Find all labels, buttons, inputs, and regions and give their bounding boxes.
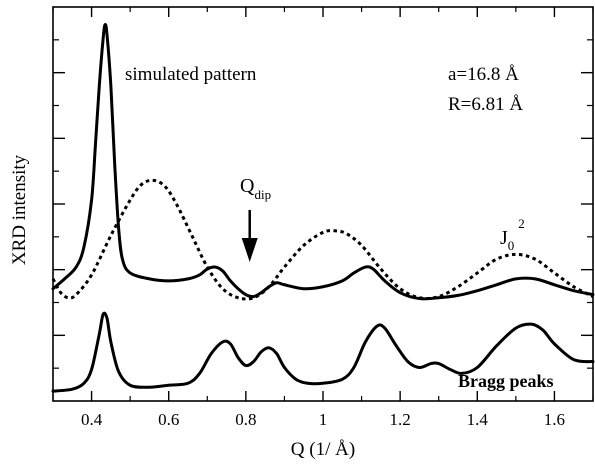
x-tick-label: 0.6 xyxy=(158,410,179,429)
simulated-pattern-label: simulated pattern xyxy=(125,64,257,85)
qdip-main: Q xyxy=(240,175,255,197)
qdip-subscript: dip xyxy=(254,187,271,202)
lattice-param-label: a=16.8 Å xyxy=(448,64,519,85)
radius-param-label: R=6.81 Å xyxy=(448,94,523,115)
x-tick-label: 1 xyxy=(319,410,328,429)
x-tick-labels: 0.4 0.6 0.8 1 1.2 1.4 1.6 xyxy=(81,410,565,429)
j-superscript: 2 xyxy=(518,216,525,231)
j-main: J xyxy=(500,227,508,249)
qdip-arrow-head xyxy=(241,238,258,262)
series-simulated-pattern xyxy=(51,23,595,301)
x-tick-label: 1.2 xyxy=(390,410,411,429)
bragg-peaks-label: Bragg peaks xyxy=(458,371,554,391)
x-tick-label: 0.4 xyxy=(81,410,103,429)
x-tick-label: 1.6 xyxy=(544,410,565,429)
x-tick-label: 1.4 xyxy=(467,410,489,429)
qdip-label: Qdip xyxy=(240,175,271,202)
y-axis-label: XRD intensity xyxy=(9,154,30,265)
x-axis-label: Q (1/ Å) xyxy=(291,439,355,460)
axis-ticks xyxy=(52,7,594,401)
j-subscript: 0 xyxy=(508,238,515,253)
series-bragg-peaks xyxy=(51,311,595,393)
series-group xyxy=(51,23,595,393)
series-j0-squared xyxy=(51,178,594,301)
x-tick-label: 0.8 xyxy=(235,410,256,429)
j0-squared-label: J02 xyxy=(500,216,525,253)
